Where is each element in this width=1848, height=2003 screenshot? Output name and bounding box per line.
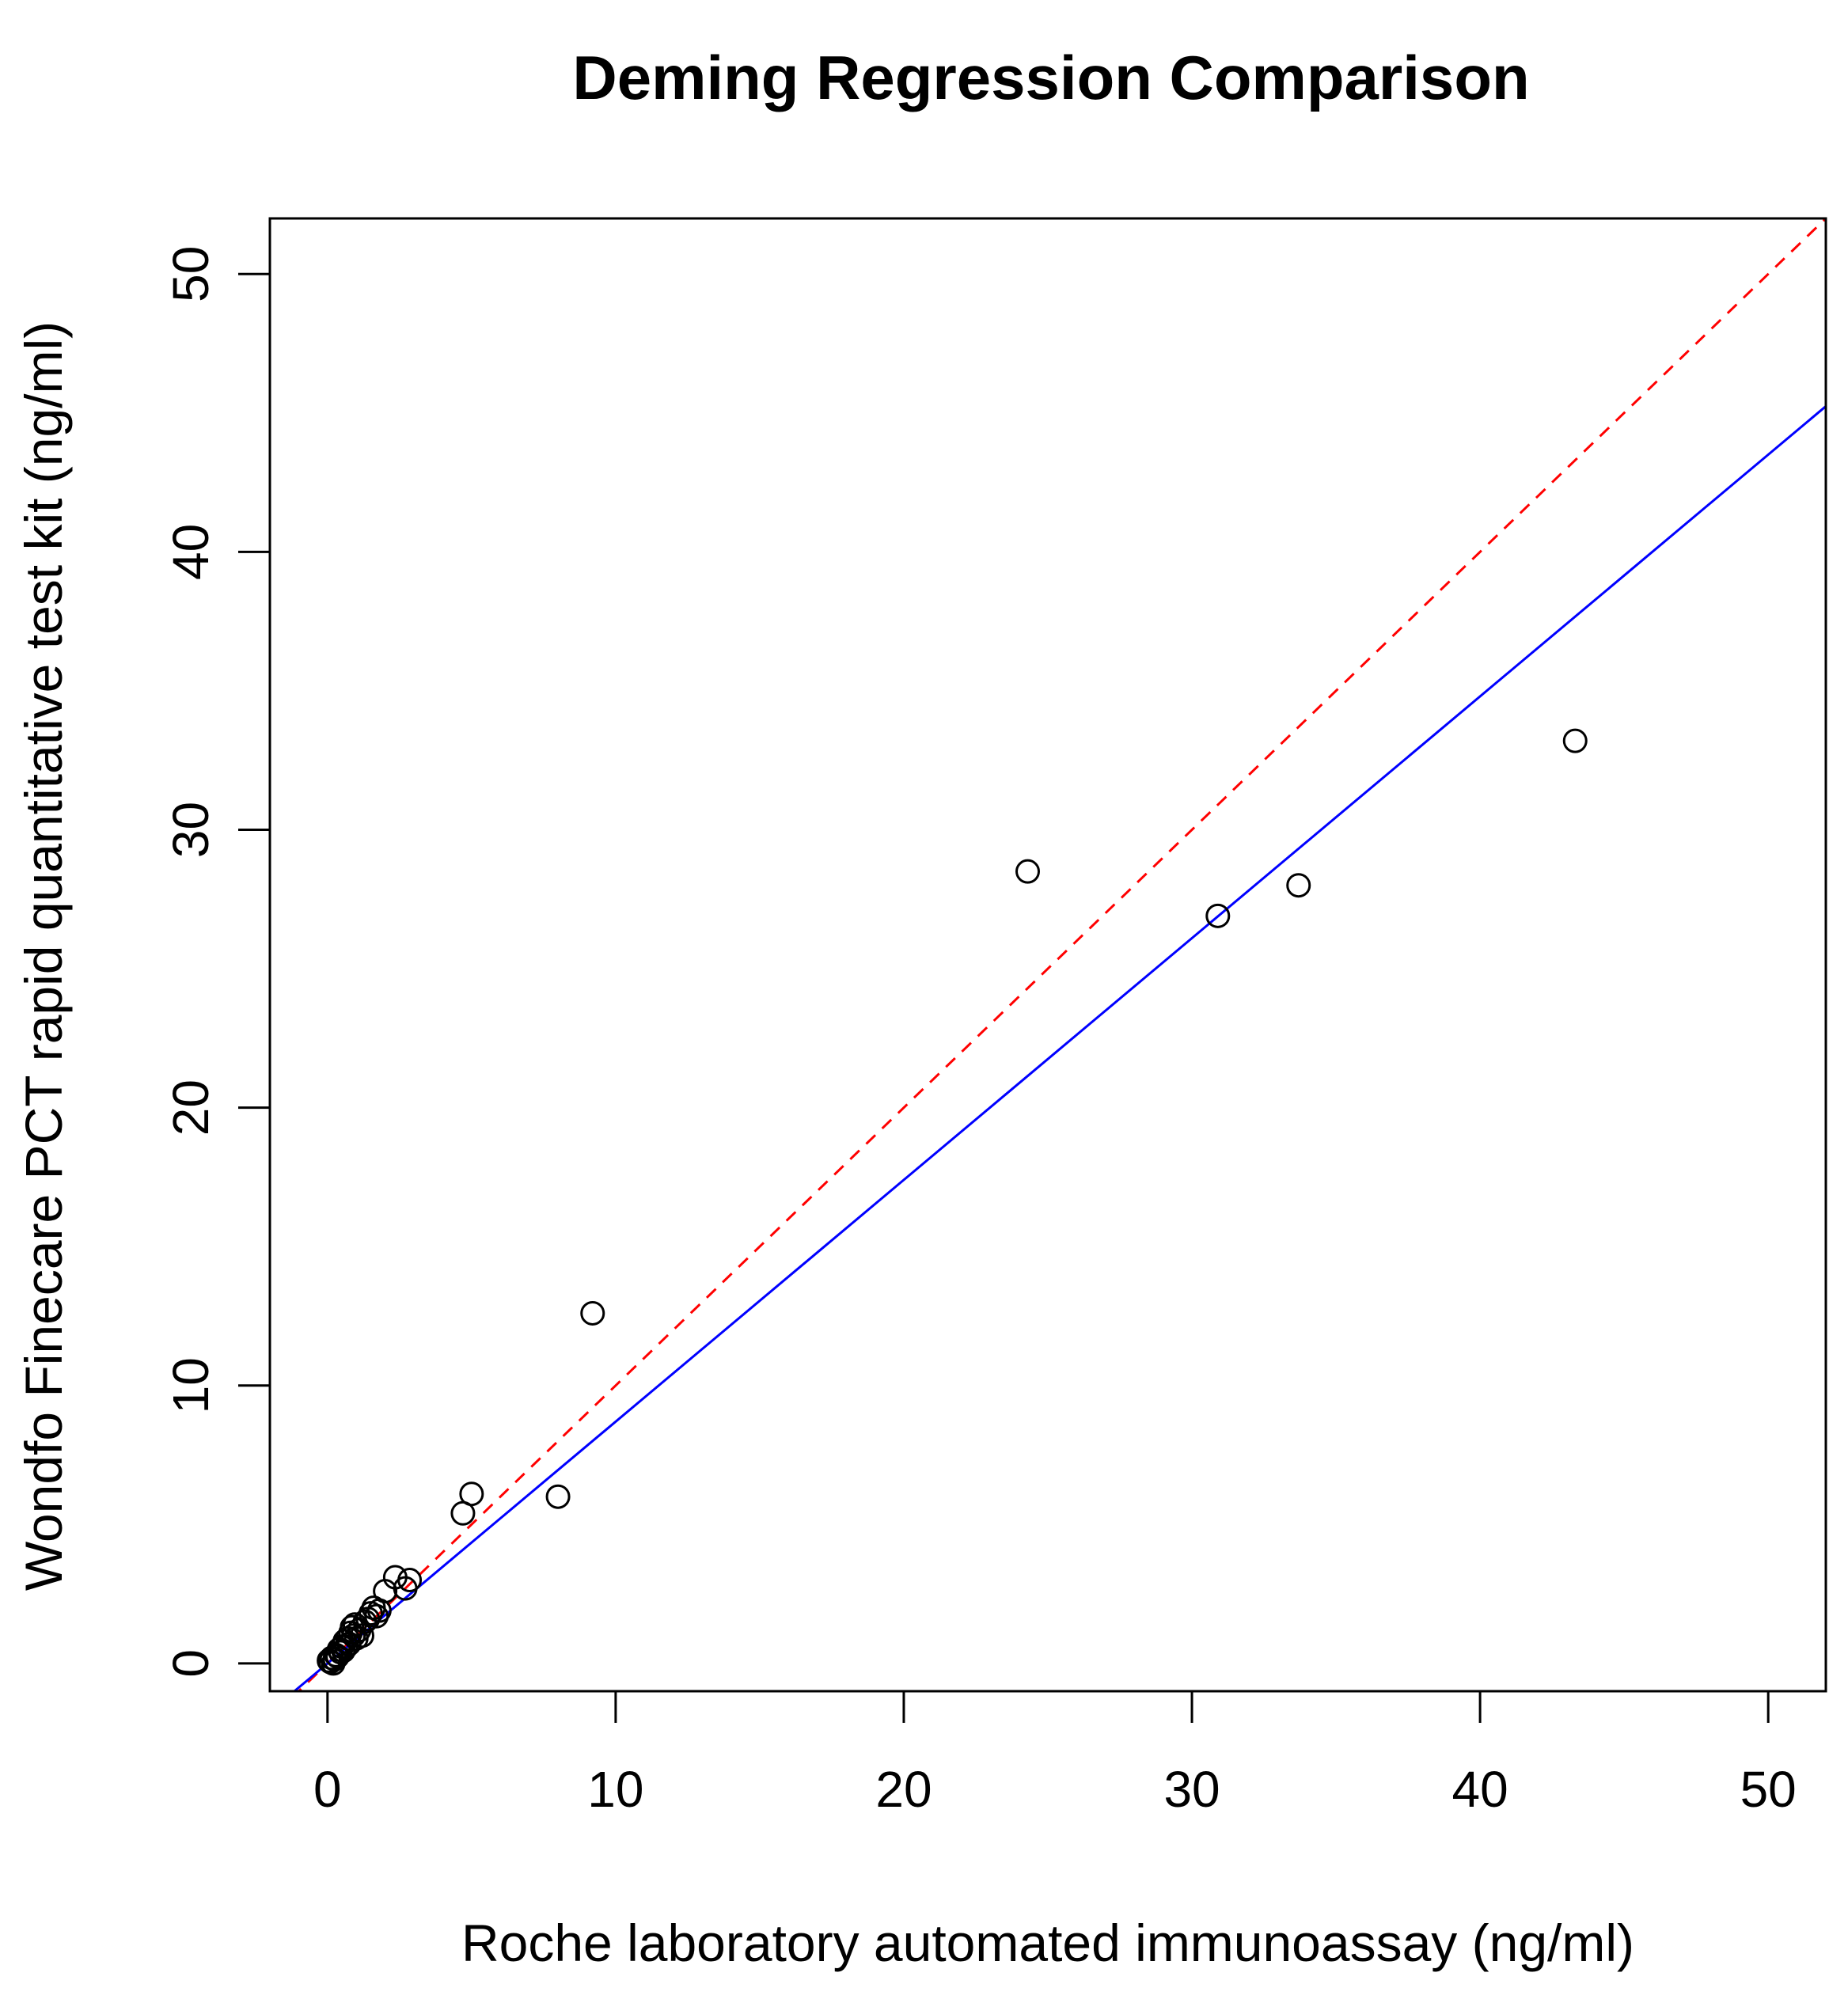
x-tick-label: 40 [1452, 1761, 1508, 1818]
y-tick-label: 30 [162, 802, 219, 858]
data-point [1205, 903, 1231, 928]
x-tick-label: 30 [1163, 1761, 1220, 1818]
data-point [350, 1623, 375, 1648]
deming-regression-line [292, 404, 1826, 1691]
identity-line [297, 218, 1826, 1691]
data-point [545, 1484, 571, 1509]
y-tick-label: 50 [162, 246, 219, 302]
y-axis: 0 10 20 30 40 50 [162, 246, 271, 1678]
y-tick-label: 10 [162, 1357, 219, 1413]
chart-title: Deming Regression Comparison [572, 43, 1529, 112]
data-point [1562, 728, 1588, 753]
y-tick-label: 20 [162, 1079, 219, 1136]
x-tick-label: 10 [587, 1761, 643, 1818]
data-point [1015, 859, 1041, 884]
y-tick-label: 40 [162, 524, 219, 580]
data-point [364, 1603, 389, 1629]
data-point [580, 1300, 605, 1326]
y-axis-label: Wondfo Finecare PCT rapid quantitative t… [14, 321, 73, 1591]
x-tick-label: 0 [313, 1761, 342, 1818]
regression-lines [292, 218, 1826, 1691]
plot-frame [268, 217, 1827, 1693]
data-point [397, 1568, 423, 1593]
x-axis: 0 10 20 30 40 50 [313, 1690, 1797, 1818]
x-tick-label: 50 [1740, 1761, 1797, 1818]
data-point [1286, 873, 1311, 898]
x-axis-label: Roche laboratory automated immunoassay (… [461, 1914, 1634, 1972]
x-tick-label: 20 [875, 1761, 932, 1818]
y-tick-label: 0 [162, 1649, 219, 1678]
data-point [459, 1481, 484, 1507]
data-points [317, 728, 1588, 1676]
